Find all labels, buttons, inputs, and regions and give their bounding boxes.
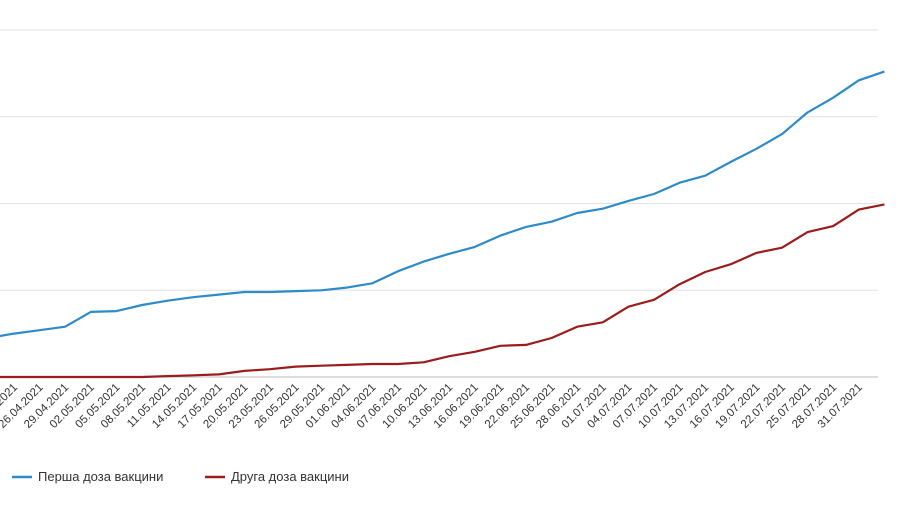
series-line (0, 203, 885, 379)
legend-label: Друга доза вакцини (231, 469, 349, 484)
legend-label: Перша доза вакцини (38, 469, 163, 484)
series-line (0, 70, 885, 338)
